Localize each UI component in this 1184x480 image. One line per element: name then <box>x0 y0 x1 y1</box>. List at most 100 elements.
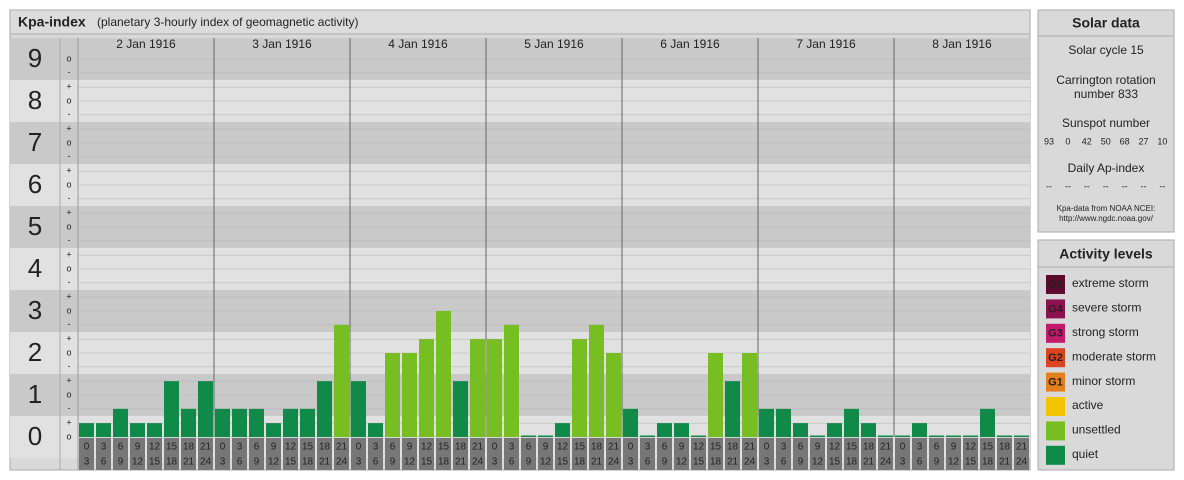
hour-label: 3 <box>220 457 226 468</box>
level-name: quiet <box>1072 447 1099 461</box>
sunspot-value: 50 <box>1101 136 1111 146</box>
sunspot-title: Sunspot number <box>1062 116 1150 130</box>
bar <box>997 435 1012 437</box>
minor-tick-label: - <box>68 109 71 119</box>
hour-label: 3 <box>492 457 498 468</box>
level-name: minor storm <box>1072 374 1135 388</box>
bar <box>980 408 995 437</box>
hour-box <box>912 438 927 470</box>
bar <box>453 381 468 437</box>
hour-label: 9 <box>254 457 260 468</box>
minor-tick-label: o <box>66 389 71 399</box>
bar <box>198 381 213 437</box>
level-badge: G4 <box>1048 303 1064 315</box>
hour-label: 12 <box>965 442 977 453</box>
hour-label: 18 <box>727 442 739 453</box>
hour-label: 6 <box>509 457 515 468</box>
bar <box>385 353 400 437</box>
hour-label: 18 <box>710 457 722 468</box>
minor-tick-label: o <box>66 221 71 231</box>
hour-label: 9 <box>951 442 957 453</box>
bar <box>657 423 672 437</box>
minor-tick-label: o <box>66 431 71 441</box>
bar <box>708 353 723 437</box>
hour-label: 21 <box>999 457 1011 468</box>
minor-tick-label: + <box>66 124 71 134</box>
day-label: 6 Jan 1916 <box>660 37 720 51</box>
bar <box>776 408 791 437</box>
bar <box>538 435 553 437</box>
hour-label: 6 <box>390 442 396 453</box>
hour-box <box>79 438 94 470</box>
hour-box <box>776 438 791 470</box>
hour-box <box>147 438 162 470</box>
hour-label: 6 <box>101 457 107 468</box>
hour-label: 12 <box>285 442 297 453</box>
hour-label: 3 <box>900 457 906 468</box>
hour-box <box>113 438 128 470</box>
ap-title: Daily Ap-index <box>1068 161 1145 175</box>
hour-box <box>606 438 621 470</box>
minor-tick-label: - <box>68 319 71 329</box>
hour-label: 18 <box>982 457 994 468</box>
hour-label: 3 <box>764 457 770 468</box>
hour-label: 15 <box>693 457 705 468</box>
hour-label: 18 <box>319 442 331 453</box>
bar <box>793 423 808 437</box>
hour-label: 6 <box>254 442 260 453</box>
solar-cycle: Solar cycle 15 <box>1068 43 1144 57</box>
hour-label: 15 <box>846 442 858 453</box>
y-tick-label: 9 <box>28 43 42 73</box>
hour-label: 6 <box>526 442 532 453</box>
day-label: 3 Jan 1916 <box>252 37 312 51</box>
hour-label: 12 <box>404 457 416 468</box>
hour-label: 12 <box>421 442 433 453</box>
y-tick-label: 0 <box>28 421 42 451</box>
y-tick-label: 5 <box>28 211 42 241</box>
hour-box <box>810 438 825 470</box>
hour-label: 12 <box>557 442 569 453</box>
bar <box>946 435 961 437</box>
level-badge: G2 <box>1048 352 1063 364</box>
hour-label: 0 <box>900 442 906 453</box>
bar <box>623 408 638 437</box>
panel-title: Activity levels <box>1059 246 1153 262</box>
hour-box <box>793 438 808 470</box>
hour-box <box>470 438 485 470</box>
hour-box <box>555 438 570 470</box>
hour-box <box>198 438 213 470</box>
chart-subtitle: (planetary 3-hourly index of geomagnetic… <box>97 15 358 29</box>
y-tick-label: 4 <box>28 253 42 283</box>
level-name: strong storm <box>1072 325 1139 339</box>
hour-box <box>657 438 672 470</box>
hour-label: 12 <box>268 457 280 468</box>
bar <box>283 408 298 437</box>
hour-box <box>572 438 587 470</box>
source: Kpa-data from NOAA NCEI: <box>1057 204 1156 213</box>
bar <box>96 423 111 437</box>
y-tick-label: 6 <box>28 169 42 199</box>
hour-label: 9 <box>390 457 396 468</box>
bar <box>232 408 247 437</box>
minor-tick-label: - <box>68 193 71 203</box>
bar <box>181 408 196 437</box>
minor-tick-label: o <box>66 263 71 273</box>
hour-label: 3 <box>781 442 787 453</box>
bar <box>963 435 978 437</box>
hour-box <box>725 438 740 470</box>
level-name: extreme storm <box>1072 276 1149 290</box>
hour-label: 18 <box>455 442 467 453</box>
level-name: moderate storm <box>1072 349 1156 363</box>
hour-label: 6 <box>118 442 124 453</box>
hour-box <box>521 438 536 470</box>
bar <box>487 339 502 437</box>
minor-tick-label: - <box>68 403 71 413</box>
hour-label: 21 <box>319 457 331 468</box>
hour-box <box>436 438 451 470</box>
hour-box <box>674 438 689 470</box>
hour-label: 24 <box>200 457 212 468</box>
hour-label: 18 <box>863 442 875 453</box>
hour-box <box>997 438 1012 470</box>
hour-label: 15 <box>285 457 297 468</box>
sunspot-value: 0 <box>1065 136 1070 146</box>
